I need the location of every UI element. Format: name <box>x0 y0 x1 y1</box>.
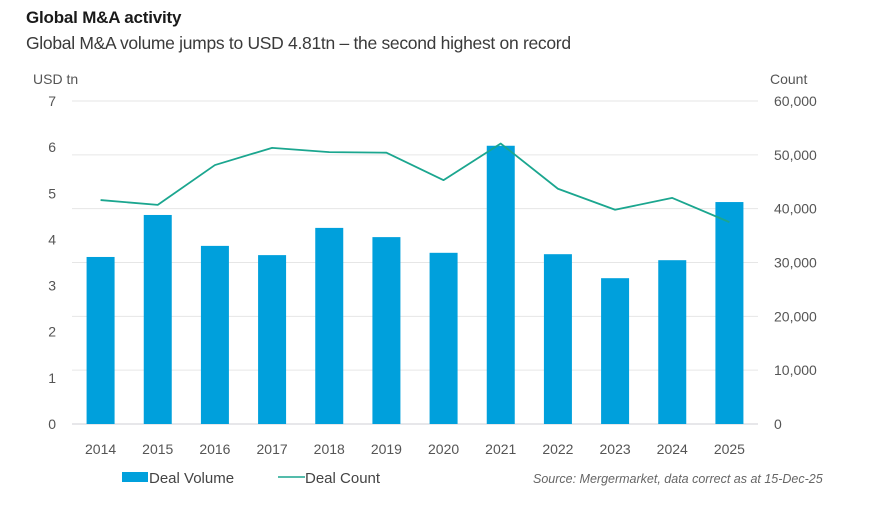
left-axis-title: USD tn <box>33 71 78 87</box>
legend: Deal Volume Deal Count <box>122 470 381 487</box>
x-tick-label: 2023 <box>600 441 631 457</box>
bar-2019 <box>372 237 401 424</box>
left-tick-label: 1 <box>48 370 56 386</box>
x-tick-label: 2022 <box>542 441 573 457</box>
right-tick-label: 30,000 <box>774 255 817 271</box>
x-tick-label: 2019 <box>371 441 402 457</box>
x-tick-label: 2024 <box>657 441 688 457</box>
x-tick-label: 2020 <box>428 441 459 457</box>
x-tick-label: 2016 <box>199 441 230 457</box>
x-tick-label: 2018 <box>314 441 345 457</box>
bar-2014 <box>86 256 115 424</box>
bar-2020 <box>429 252 458 424</box>
right-tick-label: 20,000 <box>774 308 817 324</box>
bar-2015 <box>143 214 172 424</box>
left-tick-label: 7 <box>48 93 56 109</box>
bar-2024 <box>658 260 687 424</box>
left-axis-ticks: 0 1 2 3 4 5 6 7 <box>48 93 56 432</box>
left-tick-label: 3 <box>48 278 56 294</box>
chart-subtitle: Global M&A volume jumps to USD 4.81tn – … <box>26 33 571 53</box>
right-axis-ticks: 0 10,000 20,000 30,000 40,000 50,000 60,000 <box>774 93 817 432</box>
x-tick-label: 2015 <box>142 441 173 457</box>
x-tick-label: 2014 <box>85 441 116 457</box>
left-tick-label: 0 <box>48 416 56 432</box>
bar-2023 <box>601 278 630 424</box>
right-tick-label: 0 <box>774 416 782 432</box>
bar-2025 <box>715 202 744 424</box>
source-note: Source: Mergermarket, data correct as at… <box>533 472 823 486</box>
bar-2021 <box>486 145 515 424</box>
bar-series-deal-volume <box>86 145 744 424</box>
legend-label-deal-count: Deal Count <box>305 470 381 487</box>
legend-swatch-deal-volume <box>122 472 148 482</box>
bar-2022 <box>543 254 572 424</box>
deal-count-line <box>100 142 730 223</box>
right-tick-label: 60,000 <box>774 93 817 109</box>
line-series-deal-count <box>100 142 730 223</box>
left-tick-label: 2 <box>48 324 56 340</box>
chart-title: Global M&A activity <box>26 8 182 27</box>
right-tick-label: 10,000 <box>774 362 817 378</box>
legend-label-deal-volume: Deal Volume <box>149 470 234 487</box>
right-axis-title: Count <box>770 71 807 87</box>
x-tick-label: 2017 <box>257 441 288 457</box>
x-tick-label: 2021 <box>485 441 516 457</box>
right-tick-label: 50,000 <box>774 147 817 163</box>
gridlines <box>72 100 758 425</box>
right-tick-label: 40,000 <box>774 201 817 217</box>
bar-2018 <box>315 227 344 424</box>
left-tick-label: 5 <box>48 185 56 201</box>
x-axis-ticks: 2014 2015 2016 2017 2018 2019 2020 2021 2022 2023… <box>85 441 745 457</box>
bar-2016 <box>200 245 229 424</box>
left-tick-label: 4 <box>48 231 56 247</box>
x-tick-label: 2025 <box>714 441 745 457</box>
left-tick-label: 6 <box>48 139 56 155</box>
bar-2017 <box>258 255 287 424</box>
